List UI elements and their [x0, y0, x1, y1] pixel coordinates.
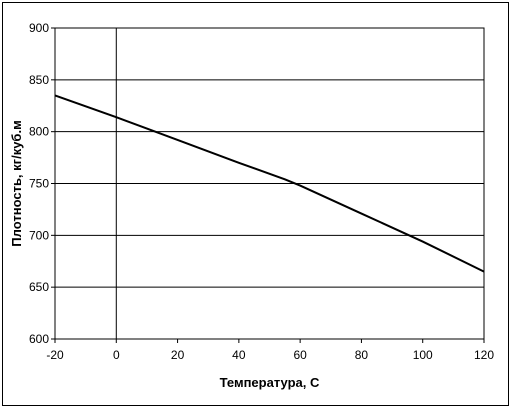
- series-layer: [54, 94, 485, 273]
- series-line: [54, 94, 485, 273]
- x-axis-title: Температура, С: [220, 375, 320, 390]
- y-tick-label: 900: [29, 21, 49, 35]
- x-tick-label: 20: [171, 348, 185, 362]
- y-tick-label: 650: [29, 280, 49, 294]
- y-tick-label: 750: [29, 177, 49, 191]
- x-tick-label: 100: [413, 348, 433, 362]
- chart-frame: 600 650 700 750 800 850 900 -20 0 20 40 60 80 100 120 …: [2, 2, 509, 406]
- y-tick-label: 800: [29, 125, 49, 139]
- y-tick-label: 700: [29, 228, 49, 242]
- gridlines: [55, 27, 484, 340]
- x-tick-label: -20: [46, 348, 64, 362]
- axes: [51, 27, 485, 343]
- x-tick-label: 120: [474, 348, 494, 362]
- tick-labels: 600 650 700 750 800 850 900 -20 0 20 40 60 80 100 120: [29, 21, 494, 362]
- x-tick-label: 60: [293, 348, 307, 362]
- y-axis-title: Плотность, кг/куб.м: [9, 120, 24, 246]
- x-tick-label: 0: [113, 348, 120, 362]
- x-tick-label: 40: [232, 348, 246, 362]
- plot-border: [54, 27, 485, 340]
- y-tick-label: 600: [29, 332, 49, 346]
- y-tick-label: 850: [29, 73, 49, 87]
- x-tick-label: 80: [355, 348, 369, 362]
